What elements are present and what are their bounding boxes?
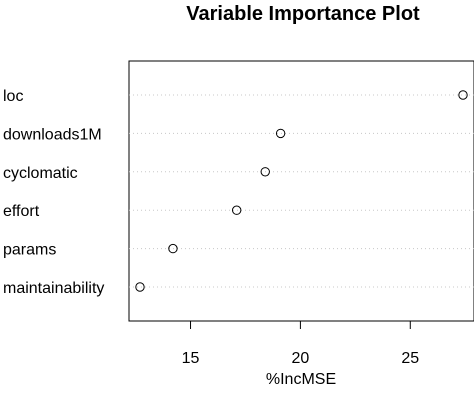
- chart-title: Variable Importance Plot: [186, 3, 420, 25]
- category-label: downloads1M: [3, 126, 102, 143]
- data-point: [458, 90, 468, 100]
- category-label: params: [3, 242, 56, 259]
- category-label: loc: [3, 88, 23, 105]
- data-point: [135, 282, 145, 292]
- data-point: [168, 243, 178, 254]
- plot-frame: [128, 60, 474, 322]
- data-point: [275, 128, 286, 139]
- x-tick-label: 20: [292, 350, 310, 367]
- data-point: [260, 167, 270, 177]
- x-tick-label: 25: [401, 350, 419, 367]
- x-tick-label: 15: [182, 350, 200, 367]
- category-label: effort: [3, 203, 40, 220]
- category-label: cyclomatic: [3, 165, 78, 182]
- category-label: maintainability: [3, 280, 104, 297]
- x-axis-label: %IncMSE: [266, 371, 336, 388]
- data-point: [231, 205, 242, 215]
